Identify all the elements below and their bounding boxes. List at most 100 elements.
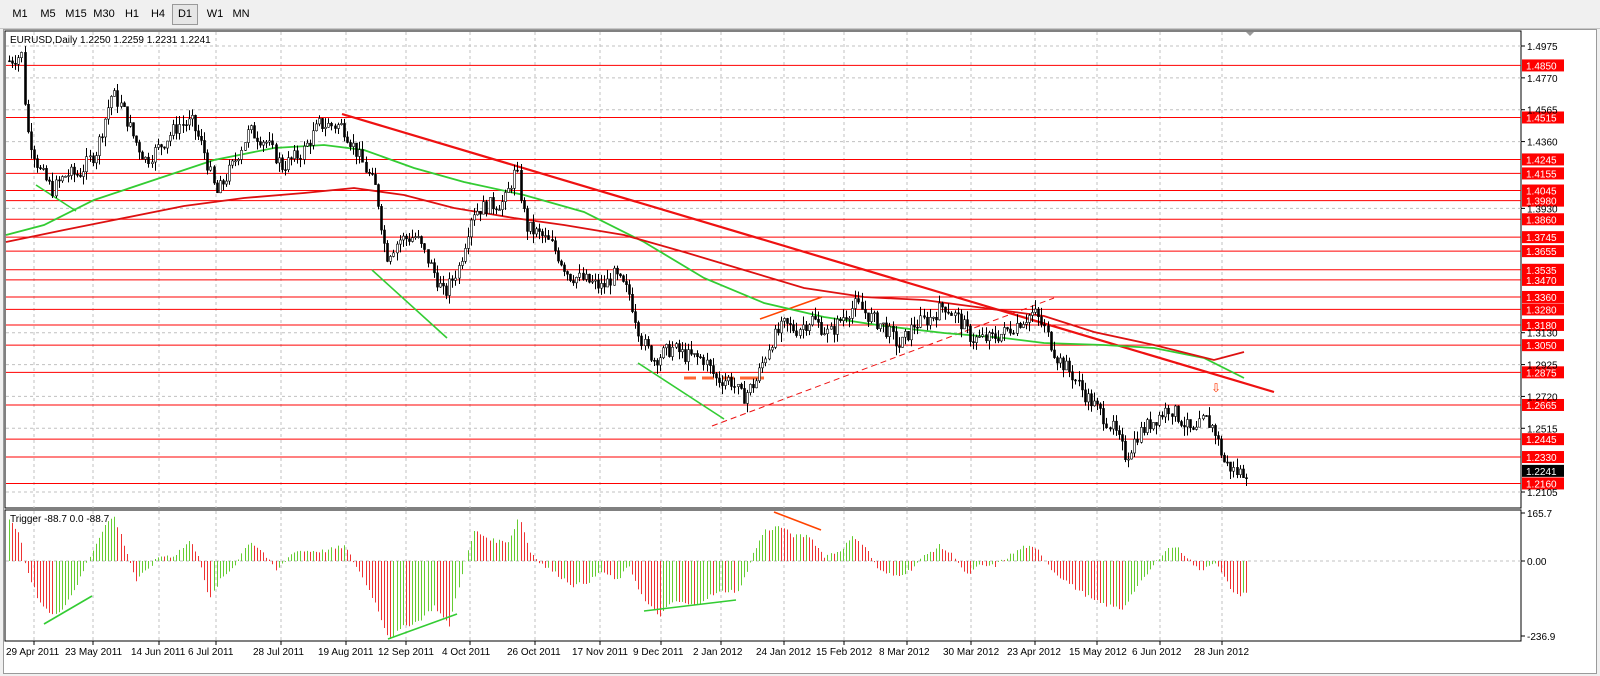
candle-body — [154, 147, 157, 163]
candle-body — [715, 373, 718, 379]
candle-body — [470, 219, 473, 238]
candle-body — [8, 60, 11, 63]
candle-body — [1065, 360, 1068, 371]
candle-body — [123, 102, 126, 107]
candle-body — [923, 315, 926, 318]
candle-body — [340, 123, 343, 125]
candle-body — [991, 332, 994, 335]
candle-body — [737, 383, 740, 387]
candle-body — [541, 231, 544, 236]
candle-body — [1059, 357, 1062, 364]
candle-body — [600, 283, 603, 289]
candle-body — [392, 252, 395, 257]
timeframe-h1-button[interactable]: H1 — [124, 8, 140, 20]
candle-body — [1019, 322, 1022, 328]
candle-body — [458, 265, 461, 279]
candle-body — [1062, 357, 1065, 371]
candle-body — [603, 283, 606, 288]
candle-body — [721, 382, 724, 386]
candle-body — [1084, 389, 1087, 403]
candle-body — [733, 386, 736, 388]
date-label: 24 Jan 2012 — [756, 647, 811, 658]
timeframe-m5-button[interactable]: M5 — [40, 8, 56, 20]
date-label: 28 Jul 2011 — [253, 647, 304, 658]
candle-body — [324, 126, 327, 129]
level-label: 1.4515 — [1526, 113, 1557, 124]
timeframe-w1-button[interactable]: W1 — [206, 8, 224, 20]
timeframe-m15-button[interactable]: M15 — [65, 8, 87, 20]
candle-body — [303, 145, 306, 160]
level-label-bg — [1522, 184, 1564, 197]
price-axis-label: 1.3930 — [1527, 204, 1558, 215]
candle-body — [1140, 427, 1143, 443]
candle-body — [436, 272, 439, 288]
candle-body — [557, 250, 560, 262]
candle-body — [1158, 414, 1161, 426]
level-label-bg — [1522, 451, 1564, 464]
candle-body — [194, 115, 197, 132]
candle-body — [907, 331, 910, 341]
candle-body — [1198, 418, 1201, 428]
candle-body — [284, 169, 287, 171]
candle-body — [222, 180, 225, 185]
candle-body — [405, 235, 408, 240]
candle-body — [805, 324, 808, 331]
timeframe-m1-button[interactable]: M1 — [12, 8, 28, 20]
candle-body — [1180, 421, 1183, 426]
candle-body — [1043, 324, 1046, 327]
candle-body — [501, 201, 504, 210]
candle-body — [988, 332, 991, 342]
chart-window[interactable]: 1.4850 1.4515 1.4245 1.4155 1.4045 1.3980 1.38… — [3, 29, 1597, 674]
level-label: 1.4045 — [1526, 187, 1557, 198]
date-label: 28 Jun 2012 — [1194, 647, 1249, 658]
candle-body — [309, 142, 312, 146]
timeframe-h4-button[interactable]: H4 — [150, 8, 166, 20]
candle-body — [1081, 380, 1084, 391]
candle-body — [888, 326, 891, 337]
candle-body — [551, 239, 554, 242]
candle-body — [631, 294, 634, 312]
candle-body — [1223, 454, 1226, 463]
level-label: 1.3360 — [1526, 293, 1557, 304]
timeframe-d1-button[interactable]: D1 — [172, 4, 198, 25]
candle-body — [687, 349, 690, 362]
candle-body — [175, 124, 178, 134]
date-label: 8 Mar 2012 — [879, 647, 930, 658]
candle-body — [932, 316, 935, 319]
timeframe-mn-button[interactable]: MN — [232, 8, 250, 20]
candle-body — [780, 320, 783, 334]
ma-slow-line — [5, 187, 1245, 361]
candle-body — [935, 316, 938, 321]
candle-body — [535, 228, 538, 235]
candle-body — [206, 152, 209, 171]
date-label: 23 Apr 2012 — [1007, 647, 1061, 658]
candle-body — [1068, 360, 1071, 373]
candle-body — [182, 124, 185, 126]
candle-body — [467, 236, 470, 249]
candle-body — [1071, 371, 1074, 381]
candle-body — [352, 142, 355, 147]
candle-body — [95, 155, 98, 164]
candle-body — [85, 156, 88, 173]
date-label: 17 Nov 2011 — [572, 647, 628, 658]
indicator-divergence-line — [773, 511, 822, 531]
candle-body — [411, 237, 414, 242]
candle-body — [628, 284, 631, 295]
level-label: 1.3655 — [1526, 247, 1557, 258]
candle-body — [526, 208, 529, 232]
candle-body — [402, 235, 405, 241]
candle-body — [861, 301, 864, 310]
chart-shift-icon[interactable] — [1246, 32, 1254, 36]
timeframe-m30-button[interactable]: M30 — [93, 8, 115, 20]
candle-body — [237, 159, 240, 162]
candle-body — [1127, 458, 1130, 461]
candle-body — [640, 335, 643, 347]
candle-body — [185, 124, 188, 126]
candle-body — [566, 271, 569, 275]
candle-body — [1115, 420, 1118, 431]
candle-body — [783, 318, 786, 322]
candle-body — [817, 318, 820, 323]
candle-body — [473, 214, 476, 221]
candle-body — [147, 156, 150, 165]
